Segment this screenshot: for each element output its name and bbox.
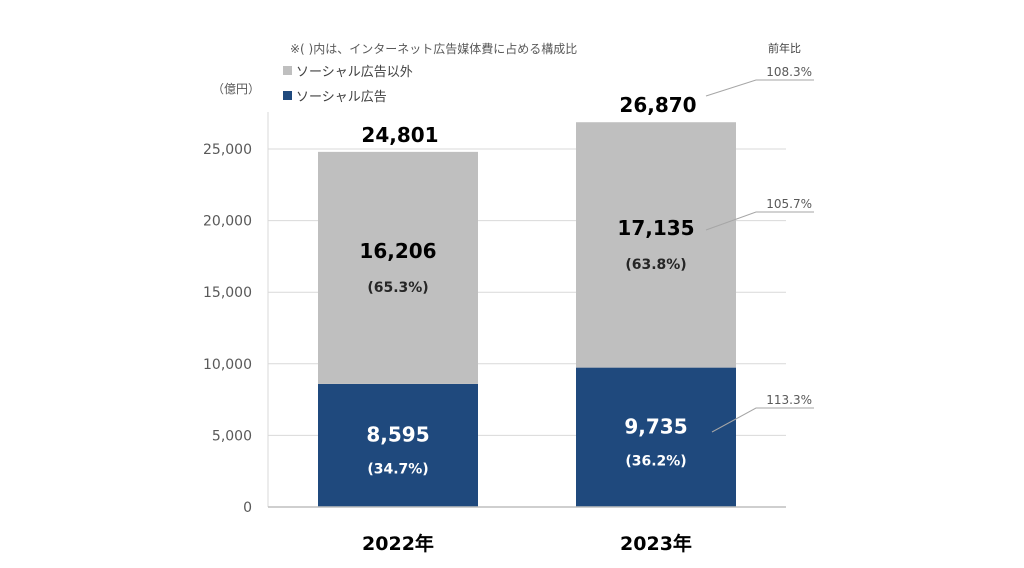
legend-label-social: ソーシャル広告 xyxy=(296,90,387,105)
total-label: 26,870 xyxy=(619,93,696,117)
composition-note: ※( )内は、インターネット広告媒体費に占める構成比 xyxy=(290,42,578,56)
yoy-label-total: 108.3% xyxy=(766,65,812,79)
yoy-label-social: 113.3% xyxy=(766,393,812,407)
x-category-label: 2022年 xyxy=(362,532,434,555)
y-axis-unit-label: （億円） xyxy=(212,82,261,96)
bar-value-label: 17,135 xyxy=(617,216,694,240)
bar-segment-social xyxy=(318,383,478,507)
x-category-label: 2023年 xyxy=(620,532,692,555)
bar-share-label: (36.2%) xyxy=(625,453,686,469)
y-tick-label: 5,000 xyxy=(212,428,252,444)
legend-item-other: ソーシャル広告以外 xyxy=(283,61,413,80)
y-tick-label: 0 xyxy=(243,500,252,516)
y-tick-label: 20,000 xyxy=(203,214,252,230)
yoy-header: 前年比 xyxy=(768,42,801,55)
legend-swatch-other xyxy=(283,66,292,75)
yoy-connector-social xyxy=(711,407,814,433)
yoy-connector-other xyxy=(705,211,814,231)
legend-item-social: ソーシャル広告 xyxy=(283,86,387,105)
bar-share-label: (65.3%) xyxy=(367,280,428,296)
y-tick-label: 15,000 xyxy=(203,285,252,301)
yoy-label-other: 105.7% xyxy=(766,197,812,211)
y-tick-label: 10,000 xyxy=(203,357,252,373)
bar-segment-social xyxy=(576,367,736,507)
bar-share-label: (34.7%) xyxy=(367,461,428,477)
bar-value-label: 9,735 xyxy=(624,414,687,438)
bar-share-label: (63.8%) xyxy=(625,257,686,273)
bar-segment-other xyxy=(318,151,478,384)
yoy-connector-total xyxy=(705,79,814,97)
bar-value-label: 8,595 xyxy=(366,422,429,446)
legend-label-other: ソーシャル広告以外 xyxy=(296,65,413,80)
total-label: 24,801 xyxy=(361,123,438,147)
bar-value-label: 16,206 xyxy=(359,239,436,263)
bar-segment-other xyxy=(576,122,736,368)
y-tick-label: 25,000 xyxy=(203,142,252,158)
legend-swatch-social xyxy=(283,91,292,100)
